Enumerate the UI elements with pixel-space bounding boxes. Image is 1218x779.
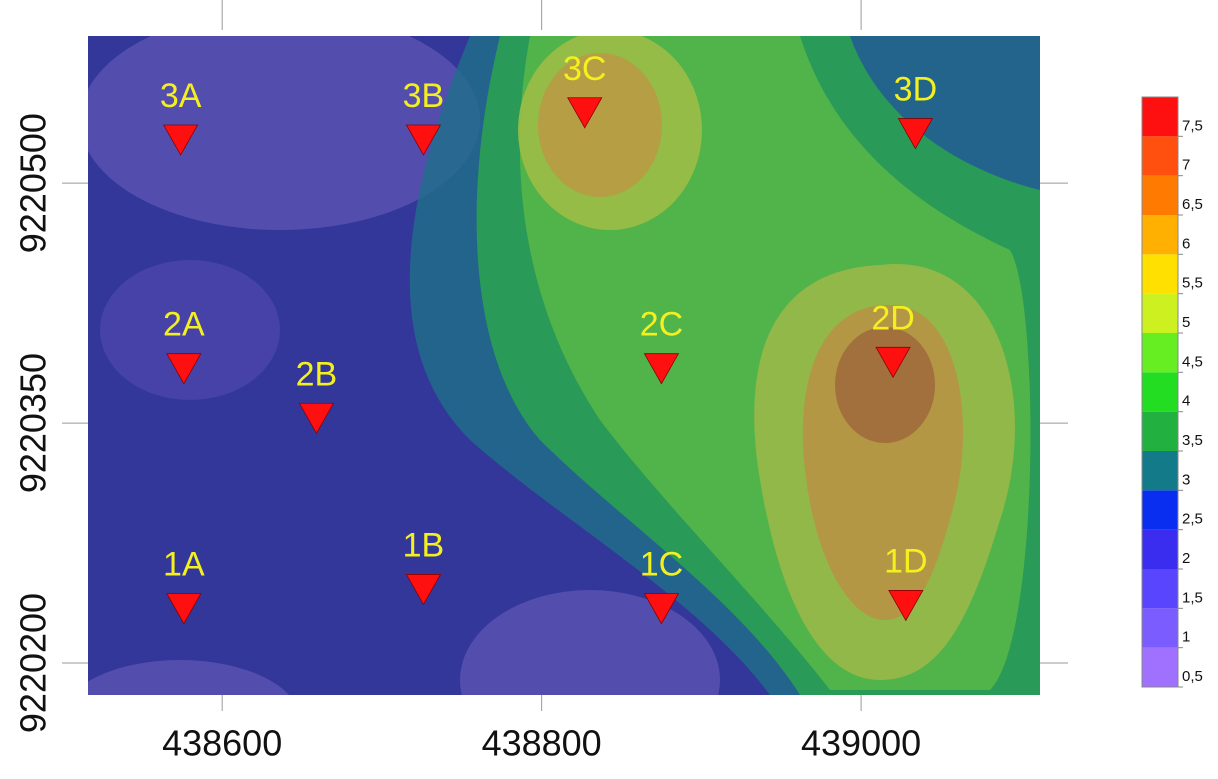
colorbar-label: 6,5 bbox=[1182, 196, 1203, 213]
colorbar-band bbox=[1142, 254, 1178, 293]
station-label: 3B bbox=[403, 77, 445, 115]
station-label: 2D bbox=[871, 299, 914, 337]
colorbar-band bbox=[1142, 530, 1178, 569]
colorbar-band bbox=[1142, 136, 1178, 175]
colorbar-label: 1,5 bbox=[1182, 589, 1203, 606]
colorbar-band bbox=[1142, 97, 1178, 136]
colorbar-band bbox=[1142, 294, 1178, 333]
colorbar-band bbox=[1142, 333, 1178, 372]
colorbar-label: 6 bbox=[1182, 235, 1190, 252]
colorbar-band bbox=[1142, 176, 1178, 215]
colorbar-band bbox=[1142, 569, 1178, 608]
colorbar-band bbox=[1142, 490, 1178, 529]
station-label: 1B bbox=[403, 526, 445, 564]
colorbar-label: 2,5 bbox=[1182, 511, 1203, 528]
y-tick-label: 9220500 bbox=[13, 113, 54, 253]
colorbar-label: 5 bbox=[1182, 314, 1190, 331]
page: {"map": { "xlim": [438516, 439112], "yli… bbox=[0, 0, 1218, 774]
station-label: 2B bbox=[296, 355, 338, 393]
map-area bbox=[60, 10, 1040, 774]
colorbar-label: 3 bbox=[1182, 471, 1190, 488]
station-label: 2C bbox=[640, 306, 683, 344]
station-label: 2A bbox=[163, 306, 205, 344]
station-label: 3C bbox=[563, 50, 606, 88]
contour-band bbox=[835, 327, 935, 443]
station-label: 1A bbox=[163, 546, 205, 584]
station-label: 1C bbox=[640, 546, 683, 584]
station-label: 3A bbox=[160, 77, 202, 115]
y-tick-label: 9220200 bbox=[13, 593, 54, 733]
colorbar-band bbox=[1142, 648, 1178, 687]
colorbar-label: 1 bbox=[1182, 629, 1190, 646]
colorbar-band bbox=[1142, 608, 1178, 647]
y-tick-label: 9220350 bbox=[13, 353, 54, 493]
station-label: 3D bbox=[894, 71, 937, 109]
colorbar-label: 5,5 bbox=[1182, 275, 1203, 292]
colorbar-band bbox=[1142, 451, 1178, 490]
colorbar-label: 4,5 bbox=[1182, 353, 1203, 370]
colorbar-label: 2 bbox=[1182, 550, 1190, 567]
colorbar-label: 7,5 bbox=[1182, 117, 1203, 134]
colorbar-label: 4 bbox=[1182, 393, 1190, 410]
colorbar-band bbox=[1142, 372, 1178, 411]
colorbar-band bbox=[1142, 215, 1178, 254]
colorbar-label: 7 bbox=[1182, 157, 1190, 174]
map-figure: 438600 438800 439000 9220500 9220350 9220200 3… bbox=[0, 0, 1218, 774]
colorbar-band bbox=[1142, 412, 1178, 451]
station-label: 1D bbox=[884, 542, 927, 580]
colorbar-label: 0,5 bbox=[1182, 668, 1203, 685]
x-tick-label: 438800 bbox=[482, 723, 602, 764]
x-tick-label: 438600 bbox=[162, 723, 282, 764]
colorbar-label: 3,5 bbox=[1182, 432, 1203, 449]
x-tick-label: 439000 bbox=[801, 723, 921, 764]
